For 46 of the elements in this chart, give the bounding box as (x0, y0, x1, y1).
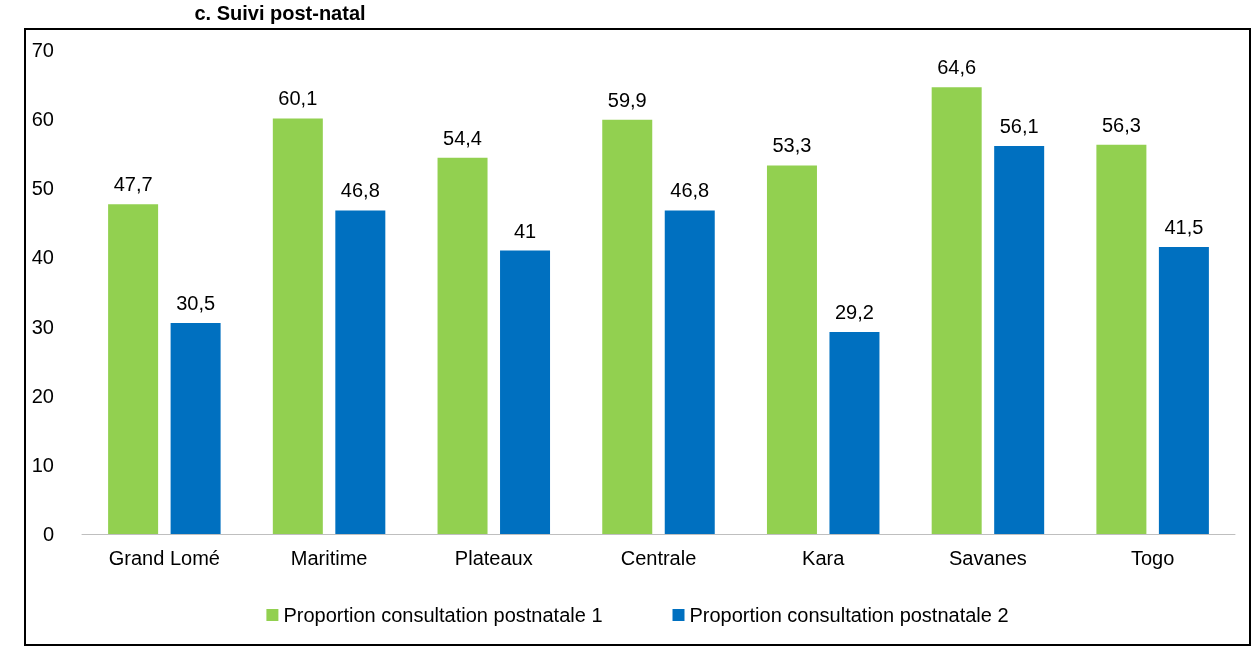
bar (108, 204, 159, 534)
y-tick-label: 50 (31, 177, 54, 200)
bar (664, 210, 715, 534)
bar (1096, 144, 1147, 534)
data-label: 46,8 (670, 179, 710, 202)
data-label: 30,5 (176, 292, 216, 315)
y-tick-label: 60 (31, 108, 54, 131)
bar (766, 165, 817, 534)
x-tick-label: Kara (802, 547, 846, 569)
data-label: 46,8 (340, 179, 380, 202)
x-tick-label: Plateaux (454, 547, 533, 569)
data-label: 29,2 (835, 301, 874, 324)
y-tick-label: 0 (42, 523, 54, 545)
bar (500, 250, 551, 534)
x-tick-label: Centrale (620, 547, 697, 569)
data-label: 41 (513, 219, 537, 242)
data-label: 56,1 (999, 115, 1039, 138)
data-label: 53,3 (772, 134, 812, 157)
y-tick-label: 30 (31, 315, 54, 338)
bar (170, 323, 221, 534)
data-label: 59,9 (607, 88, 647, 111)
y-tick-label: 20 (31, 384, 54, 407)
y-tick-label: 70 (31, 39, 54, 61)
x-tick-label: Grand Lomé (108, 547, 220, 569)
legend-label: Proportion consultation postnatale 1 (283, 604, 603, 626)
chart-title: c. Suivi post-natal (193, 2, 367, 25)
x-tick-label: Togo (1130, 547, 1175, 569)
bar (829, 332, 880, 534)
data-label: 47,7 (113, 173, 153, 196)
bar (437, 157, 488, 534)
y-tick-label: 40 (31, 246, 54, 269)
bar (994, 146, 1045, 534)
data-label: 64,6 (937, 56, 977, 79)
x-tick-label: Savanes (949, 547, 1027, 569)
bar (931, 87, 982, 534)
bar (602, 119, 653, 534)
data-label: 41,5 (1164, 216, 1204, 239)
x-tick-label: Maritime (290, 547, 368, 569)
data-label: 56,3 (1101, 113, 1141, 136)
bar (272, 118, 323, 534)
bar (1158, 247, 1209, 534)
bar (335, 210, 386, 534)
data-label: 54,4 (443, 126, 482, 149)
legend-label: Proportion consultation postnatale 2 (689, 604, 1009, 626)
data-label: 60,1 (278, 87, 318, 110)
y-tick-label: 10 (31, 453, 54, 476)
